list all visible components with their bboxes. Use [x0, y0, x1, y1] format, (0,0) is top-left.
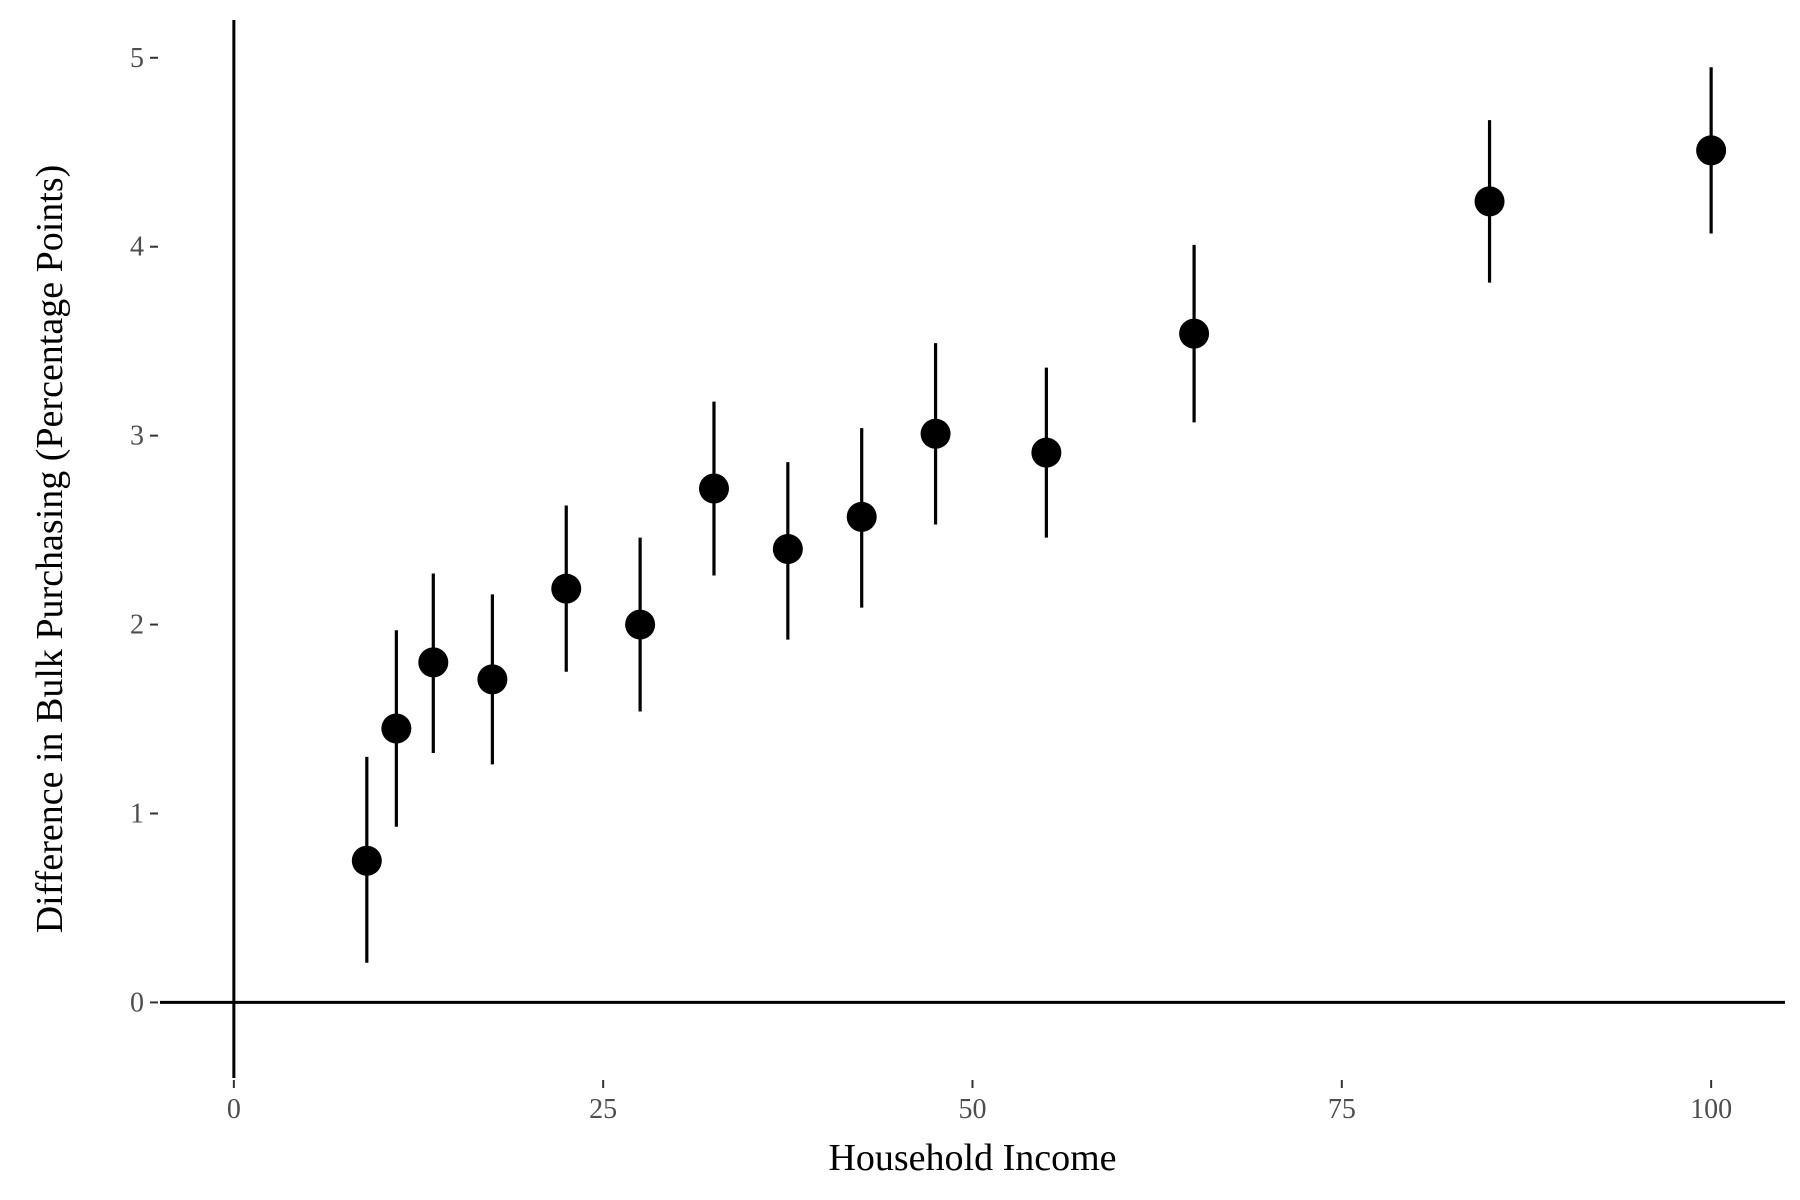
y-tick-label: 4	[130, 232, 144, 263]
x-tick-label: 75	[1328, 1094, 1356, 1125]
data-point	[625, 609, 656, 640]
data-point	[698, 473, 729, 504]
y-tick-label: 2	[130, 610, 144, 641]
data-point	[920, 418, 951, 449]
axes-layer	[150, 20, 1785, 1088]
data-point	[1696, 135, 1727, 166]
data-point	[1031, 437, 1062, 468]
data-point	[477, 664, 508, 695]
data-point	[846, 501, 877, 532]
points-layer	[351, 135, 1727, 876]
data-point	[1179, 318, 1210, 349]
x-tick-label: 25	[589, 1094, 617, 1125]
data-point	[772, 534, 803, 564]
y-tick-label: 5	[130, 43, 144, 74]
y-tick-label: 0	[130, 987, 144, 1018]
x-tick-label: 0	[227, 1094, 241, 1125]
errorbars-layer	[365, 67, 1713, 963]
x-tick-label: 100	[1690, 1094, 1732, 1125]
x-tick-label: 50	[959, 1094, 987, 1125]
data-point	[551, 573, 582, 604]
x-axis-title: Household Income	[828, 1137, 1116, 1179]
data-point	[351, 845, 382, 876]
data-point	[381, 713, 412, 744]
y-tick-label: 1	[130, 799, 144, 830]
y-tick-label: 3	[130, 421, 144, 452]
y-axis-title: Difference in Bulk Purchasing (Percentag…	[29, 165, 71, 934]
data-point	[1474, 186, 1505, 217]
data-point	[418, 647, 449, 678]
